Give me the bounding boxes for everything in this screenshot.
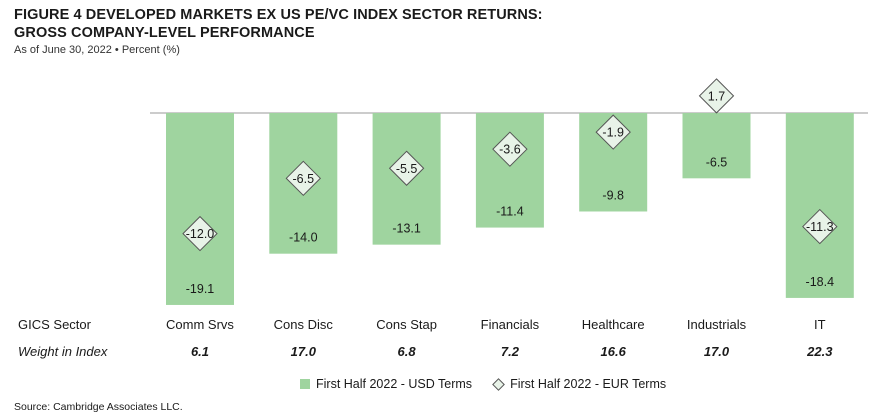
bar-usd-value-label: -9.8 <box>602 188 624 202</box>
chart-legend: First Half 2022 - USD Terms First Half 2… <box>300 377 688 391</box>
weight-value: 6.8 <box>398 344 417 359</box>
chart-subtitle: As of June 30, 2022 • Percent (%) <box>14 44 180 56</box>
legend-eur-diamond-icon <box>492 377 505 391</box>
bar-usd <box>682 113 751 179</box>
eur-diamond-value-label: -12.0 <box>186 227 215 241</box>
category-tick-label: Cons Disc <box>274 317 334 332</box>
bar-usd-value-label: -13.1 <box>392 222 421 236</box>
weight-value: 17.0 <box>704 344 730 359</box>
eur-diamond-marker <box>285 160 322 197</box>
weight-value: 7.2 <box>501 344 520 359</box>
weight-value: 17.0 <box>291 344 317 359</box>
category-tick-label: Industrials <box>687 317 747 332</box>
category-tick-label: Comm Srvs <box>166 317 234 332</box>
weight-value: 22.3 <box>806 344 833 359</box>
bar-usd-value-label: -18.4 <box>806 275 835 289</box>
eur-diamond-value-label: -11.3 <box>806 220 834 234</box>
eur-diamond-marker <box>492 131 528 167</box>
legend-item-eur: First Half 2022 - EUR Terms <box>492 377 667 391</box>
eur-diamond-value-label: -6.5 <box>293 172 315 186</box>
legend-eur-label: First Half 2022 - EUR Terms <box>510 377 667 391</box>
eur-diamond-marker <box>595 114 631 150</box>
eur-diamond-marker <box>388 150 425 186</box>
eur-diamond-value-label: -3.6 <box>499 143 521 157</box>
legend-usd-label: First Half 2022 - USD Terms <box>316 377 473 391</box>
title-line-2: GROSS COMPANY-LEVEL PERFORMANCE <box>14 25 315 41</box>
bar-usd <box>785 113 854 298</box>
legend-item-usd: First Half 2022 - USD Terms <box>300 377 472 391</box>
eur-diamond-value-label: 1.7 <box>708 89 725 103</box>
weight-value: 6.1 <box>191 344 209 359</box>
eur-diamond-marker <box>182 215 218 252</box>
bar-usd-value-label: -19.1 <box>186 282 215 296</box>
bar-usd-value-label: -14.0 <box>289 231 318 245</box>
category-tick-label: Cons Stap <box>376 317 437 332</box>
weight-value: 16.6 <box>601 344 627 359</box>
category-tick-label: IT <box>814 317 826 332</box>
category-tick-label: Financials <box>481 317 540 332</box>
bar-usd-value-label: -11.4 <box>496 205 524 219</box>
sector-row-label: GICS Sector <box>18 317 91 332</box>
legend-usd-swatch <box>300 379 310 389</box>
bar-usd <box>166 113 234 305</box>
eur-diamond-value-label: -1.9 <box>602 126 624 140</box>
source-note: Source: Cambridge Associates LLC. <box>14 401 183 413</box>
category-tick-label: Healthcare <box>582 317 645 332</box>
eur-diamond-value-label: -5.5 <box>396 162 418 176</box>
eur-diamond-marker <box>802 208 838 245</box>
eur-diamond-marker <box>698 78 735 114</box>
bar-usd-value-label: -6.5 <box>706 155 728 169</box>
chart-title: FIGURE 4 DEVELOPED MARKETS EX US PE/VC I… <box>14 6 543 42</box>
title-line-1: FIGURE 4 DEVELOPED MARKETS EX US PE/VC I… <box>14 7 543 23</box>
weight-row-label: Weight in Index <box>18 344 108 359</box>
